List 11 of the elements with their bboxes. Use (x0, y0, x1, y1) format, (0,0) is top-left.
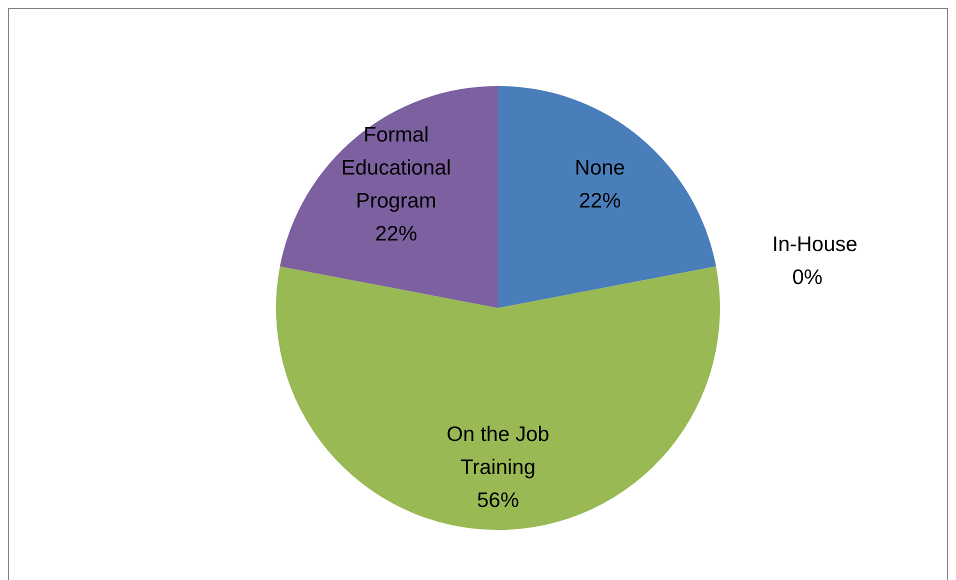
pie-slice (280, 86, 498, 308)
data-label: 22% (578, 188, 621, 212)
data-label: 56% (476, 488, 520, 512)
slice-label: Formal Educational Program (341, 122, 451, 212)
slice-label: On the Job Training (446, 422, 550, 478)
category-label: In-House (772, 232, 858, 256)
pie-slice (276, 266, 720, 530)
pie-slice (498, 86, 716, 308)
data-label: 22% (375, 222, 418, 245)
slice-label: None (574, 156, 625, 179)
text: 0% (792, 265, 823, 288)
